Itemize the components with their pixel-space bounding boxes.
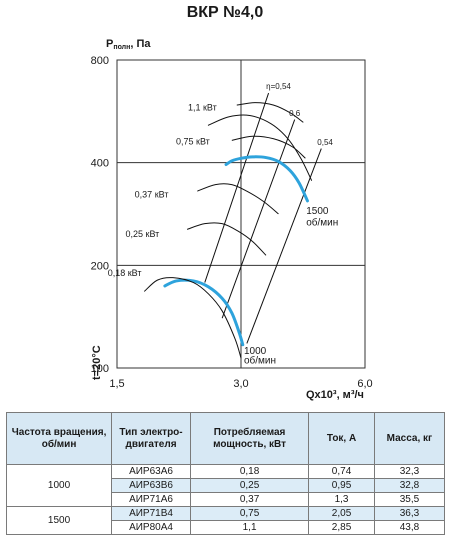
header-motor-type: Тип электро-двигателя	[111, 412, 191, 465]
mass-cell: 35,5	[373, 492, 446, 507]
speed-cell: 1000	[5, 464, 113, 507]
fan-performance-chart: 1,5 3,0 6,0 100 200 400 800 1,1 кВт 0,75 кВт 0,3…	[91, 38, 373, 401]
auxiliary-lines	[186, 92, 322, 344]
table-header-row: Частота вращения, об/мин Тип электро-дви…	[5, 412, 446, 465]
chart-title: ВКР №4,0	[186, 4, 264, 21]
motor-type-cell: АИР63В6	[111, 478, 191, 493]
current-cell: 1,3	[308, 492, 375, 507]
efficiency-label: η=0,54	[266, 82, 291, 91]
y-axis-label: Pполн, Па	[106, 38, 151, 51]
y-axis-label-main: P	[106, 38, 113, 50]
annotations: 1,1 кВт 0,75 кВт 0,37 кВт 0,25 кВт 0,18 кВт η…	[108, 82, 339, 367]
current-cell: 2,05	[308, 506, 375, 521]
fan-curve-line	[144, 277, 242, 359]
power-label: 0,37 кВт	[135, 190, 169, 200]
rpm-label: 1000	[244, 346, 267, 357]
efficiency-label: 0,6	[289, 109, 301, 118]
power-label: 0,18 кВт	[108, 268, 142, 278]
x-tick-label: 1,5	[109, 378, 124, 390]
current-cell: 0,74	[308, 464, 375, 479]
efficiency-line	[221, 119, 296, 319]
motor-type-cell: АИР71А6	[111, 492, 191, 507]
table-row: 1000 АИР63А6 0,18 0,74 32,3	[5, 464, 446, 507]
rpm-label: об/мин	[244, 355, 276, 367]
efficiency-line	[246, 148, 322, 344]
axes: 1,5 3,0 6,0 100 200 400 800	[91, 55, 373, 390]
power-line	[197, 183, 279, 215]
motor-type-cell: АИР80А4	[111, 520, 191, 535]
efficiency-label: 0,54	[317, 138, 333, 147]
series-line	[224, 155, 309, 203]
x-tick-label: 6,0	[357, 378, 372, 390]
table-row: АИР80А4 1,1 2,85 43,8	[7, 520, 446, 535]
mass-cell: 32,3	[373, 464, 446, 479]
power-cell: 1,1	[189, 520, 310, 535]
y-axis-label-sub: полн	[113, 44, 130, 51]
current-cell: 2,85	[308, 520, 375, 535]
power-line	[236, 102, 304, 123]
table-row: 1500 АИР71В4 0,75 2,05 36,3	[5, 506, 446, 535]
current-cell: 0,95	[308, 478, 375, 493]
y-tick-label: 400	[91, 158, 109, 170]
header-mass: Масса, кг	[373, 412, 446, 465]
y-axis-label-unit: , Па	[130, 38, 151, 50]
header-current: Ток, А	[308, 412, 375, 465]
y-tick-label: 100	[91, 363, 109, 375]
fan-curve-line	[207, 114, 313, 181]
power-cell: 0,18	[189, 464, 310, 479]
power-line	[186, 222, 267, 256]
rpm-label: 1500	[306, 206, 329, 217]
power-label: 1,1 кВт	[188, 103, 217, 113]
y-tick-label: 800	[91, 55, 109, 67]
mass-cell: 36,3	[373, 506, 446, 521]
rpm-label: об/мин	[306, 216, 338, 228]
table-row: АИР71А6 0,37 1,3 35,5	[7, 492, 446, 507]
x-tick-label: 3,0	[233, 378, 248, 390]
y-tick-label: 200	[91, 260, 109, 272]
temperature-label: t=20°C	[91, 345, 103, 380]
efficiency-line	[204, 92, 270, 283]
header-speed: Частота вращения, об/мин	[5, 412, 113, 465]
motor-table: Частота вращения, об/мин Тип электро-дви…	[5, 412, 446, 535]
motor-type-cell: АИР71В4	[111, 506, 191, 521]
power-line	[231, 135, 306, 159]
power-cell: 0,75	[189, 506, 310, 521]
series-line	[163, 278, 245, 347]
speed-cell: 1500	[5, 506, 113, 535]
power-label: 0,25 кВт	[126, 229, 160, 239]
motor-type-cell: АИР63А6	[111, 464, 191, 479]
mass-cell: 32,8	[373, 478, 446, 493]
power-cell: 0,37	[189, 492, 310, 507]
power-label: 0,75 кВт	[176, 137, 210, 147]
power-cell: 0,25	[189, 478, 310, 493]
x-axis-label: Qx10³, м³/ч	[306, 389, 364, 401]
series	[144, 114, 313, 359]
mass-cell: 43,8	[373, 520, 446, 535]
header-power: Потребляемая мощность, кВт	[189, 412, 310, 465]
plot-frame	[116, 59, 366, 369]
